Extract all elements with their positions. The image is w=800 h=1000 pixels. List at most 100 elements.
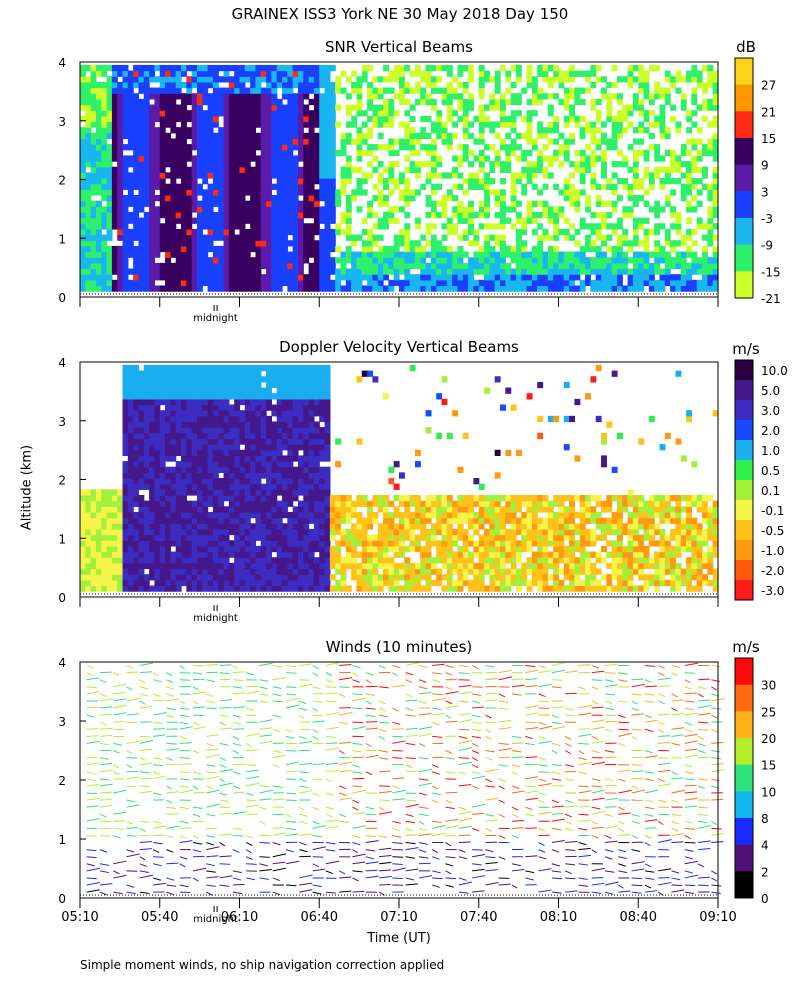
snr-cell xyxy=(329,115,336,123)
snr-cell xyxy=(228,87,235,94)
snr-cell xyxy=(149,144,156,151)
doppler-cell xyxy=(186,574,193,581)
doppler-cell xyxy=(165,387,171,394)
snr-cell xyxy=(590,132,597,140)
snr-cell xyxy=(632,279,639,287)
doppler-cell xyxy=(282,523,288,530)
doppler-cell xyxy=(127,387,134,394)
snr-cell xyxy=(473,172,480,179)
snr-cell xyxy=(500,121,506,128)
snr-cell xyxy=(101,274,108,281)
snr-cell xyxy=(282,234,288,241)
doppler-cell xyxy=(234,466,241,473)
snr-cell xyxy=(505,115,512,123)
snr-cell xyxy=(675,262,682,270)
snr-cell xyxy=(484,268,490,275)
snr-cell xyxy=(500,285,506,292)
doppler-cell xyxy=(186,500,193,507)
snr-cell xyxy=(712,98,719,106)
snr-cell xyxy=(133,76,140,83)
snr-cell xyxy=(149,206,156,213)
doppler-cell xyxy=(149,444,156,451)
snr-cell xyxy=(271,183,278,190)
snr-cell xyxy=(675,161,682,168)
snr-cell xyxy=(287,149,294,157)
snr-cell xyxy=(95,132,102,140)
snr-cell xyxy=(675,228,682,236)
snr-cell xyxy=(686,234,693,241)
doppler-cell xyxy=(244,478,251,485)
doppler-cell xyxy=(276,472,283,479)
snr-cell xyxy=(319,228,326,236)
snr-cell xyxy=(542,200,549,207)
snr-cell xyxy=(159,144,166,151)
snr-cell xyxy=(202,194,209,202)
snr-cell xyxy=(165,194,171,202)
snr-cell xyxy=(282,70,288,77)
snr-cell xyxy=(202,93,209,100)
snr-cell xyxy=(515,70,522,77)
snr-cell xyxy=(80,132,86,140)
snr-cell xyxy=(186,189,193,196)
doppler-cell xyxy=(154,478,161,485)
snr-cell xyxy=(484,234,490,241)
doppler-cell xyxy=(175,415,182,423)
snr-cell xyxy=(175,251,182,258)
doppler-cell xyxy=(260,415,267,423)
snr-cell xyxy=(95,144,102,151)
snr-cell xyxy=(175,93,182,100)
snr-cell xyxy=(90,64,97,72)
snr-cell xyxy=(143,115,150,123)
snr-cell xyxy=(234,206,241,213)
doppler-cell xyxy=(223,415,230,423)
snr-cell xyxy=(526,268,533,275)
snr-cell xyxy=(260,115,267,123)
snr-cell xyxy=(686,228,693,236)
snr-cell xyxy=(494,285,501,292)
snr-cell xyxy=(601,279,607,287)
snr-cell xyxy=(101,206,108,213)
snr-cell xyxy=(574,70,581,77)
doppler-cell xyxy=(95,511,102,519)
snr-cell xyxy=(393,64,400,72)
snr-cell xyxy=(457,81,464,89)
doppler-cell xyxy=(95,489,102,496)
snr-cell xyxy=(345,228,352,236)
snr-cell xyxy=(462,87,469,94)
doppler-cell xyxy=(186,540,193,547)
snr-cell xyxy=(85,251,92,258)
doppler-cell xyxy=(133,489,140,496)
snr-cell xyxy=(638,127,645,134)
snr-cell xyxy=(585,245,591,253)
snr-cell xyxy=(319,279,326,287)
snr-cell xyxy=(542,132,549,140)
snr-cell xyxy=(255,211,262,219)
snr-cell xyxy=(234,149,241,157)
snr-cell xyxy=(457,104,464,111)
doppler-cell xyxy=(244,444,251,451)
doppler-cell xyxy=(266,393,272,400)
snr-cell xyxy=(670,149,677,157)
snr-cell xyxy=(292,211,299,219)
snr-cell xyxy=(531,161,538,168)
snr-cell xyxy=(228,223,235,230)
doppler-cell xyxy=(239,489,246,496)
snr-cell xyxy=(127,121,134,128)
doppler-cell xyxy=(234,410,241,417)
snr-cell xyxy=(404,121,411,128)
doppler-cell xyxy=(165,585,171,592)
snr-cell xyxy=(175,194,182,202)
snr-cell xyxy=(202,144,209,151)
snr-cell xyxy=(404,178,411,185)
snr-cell xyxy=(186,110,193,117)
snr-cell xyxy=(324,211,331,219)
snr-cell xyxy=(228,240,235,247)
snr-cell xyxy=(90,279,97,287)
snr-cell xyxy=(659,245,666,253)
doppler-cell xyxy=(122,551,129,558)
snr-cell xyxy=(324,183,331,190)
snr-cell xyxy=(430,98,437,106)
doppler-cell xyxy=(287,449,294,457)
snr-cell xyxy=(664,228,671,236)
snr-cell xyxy=(319,189,326,196)
